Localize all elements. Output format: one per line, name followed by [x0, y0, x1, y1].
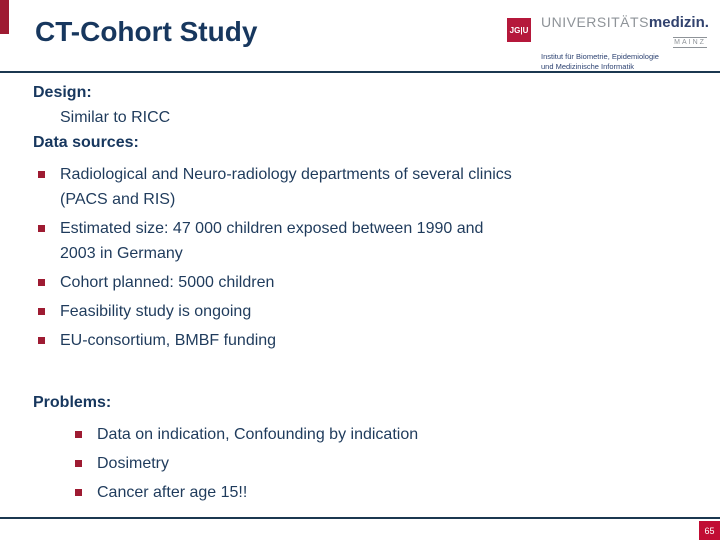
- square-bullet-icon: [75, 431, 82, 438]
- data-sources-heading: Data sources:: [33, 134, 139, 151]
- header-divider: [0, 71, 720, 73]
- list-item: Dosimetry: [33, 451, 693, 476]
- logo-mainz-text: MAINZ: [673, 37, 707, 48]
- logo-row: JG|U UNIVERSITÄTSmedizin. MAINZ: [507, 15, 712, 48]
- list-item-text: Radiological and Neuro-radiology departm…: [60, 166, 512, 208]
- slide-title: CT-Cohort Study: [35, 16, 258, 47]
- logo-wordmark-line: UNIVERSITÄTSmedizin.: [541, 15, 709, 30]
- institute-name: Institut für Biometrie, Epidemiologie un…: [541, 52, 659, 72]
- list-item: EU-consortium, BMBF funding: [33, 328, 693, 353]
- design-heading: Design:: [33, 84, 92, 101]
- list-item: Estimated size: 47 000 children exposed …: [33, 216, 693, 266]
- logo-mainz-wrap: MAINZ: [541, 32, 707, 48]
- corner-accent-bar: [0, 0, 9, 34]
- square-bullet-icon: [38, 308, 45, 315]
- page-number-badge: 65: [699, 521, 720, 540]
- list-item-text: Cohort planned: 5000 children: [60, 274, 275, 291]
- list-item-text: Dosimetry: [97, 455, 170, 472]
- logo-universitaets-text: UNIVERSITÄTS: [541, 14, 649, 30]
- logo-wordmark: UNIVERSITÄTSmedizin. MAINZ: [541, 15, 709, 48]
- problems-list: Data on indication, Confounding by indic…: [33, 422, 693, 505]
- list-item-text: Cancer after age 15!!: [97, 484, 248, 501]
- square-bullet-icon: [38, 337, 45, 344]
- list-item: Feasibility study is ongoing: [33, 299, 693, 324]
- footer-divider: [0, 517, 720, 519]
- list-item: Radiological and Neuro-radiology departm…: [33, 162, 693, 212]
- list-item-text: EU-consortium, BMBF funding: [60, 332, 277, 349]
- square-bullet-icon: [75, 489, 82, 496]
- square-bullet-icon: [75, 460, 82, 467]
- list-item-text: Estimated size: 47 000 children exposed …: [60, 220, 484, 262]
- spacer: [33, 357, 693, 390]
- list-item-text: Feasibility study is ongoing: [60, 303, 252, 320]
- slide-header: CT-Cohort Study JG|U UNIVERSITÄTSmedizin…: [0, 0, 720, 73]
- university-logo: JG|U UNIVERSITÄTSmedizin. MAINZ Institut…: [507, 15, 712, 72]
- spacer: [33, 415, 693, 422]
- list-item-text: Data on indication, Confounding by indic…: [97, 426, 419, 443]
- design-item: Similar to RICC: [60, 109, 171, 126]
- spacer: [33, 155, 693, 162]
- slide-body: Design: Similar to RICC Data sources: Ra…: [33, 80, 693, 509]
- list-item: Cancer after age 15!!: [33, 480, 693, 505]
- list-item: Data on indication, Confounding by indic…: [33, 422, 693, 447]
- square-bullet-icon: [38, 225, 45, 232]
- problems-heading: Problems:: [33, 394, 112, 411]
- list-item: Cohort planned: 5000 children: [33, 270, 693, 295]
- square-bullet-icon: [38, 171, 45, 178]
- square-bullet-icon: [38, 279, 45, 286]
- logo-medizin-text: medizin.: [648, 14, 709, 31]
- jgu-logo-icon: JG|U: [507, 18, 531, 42]
